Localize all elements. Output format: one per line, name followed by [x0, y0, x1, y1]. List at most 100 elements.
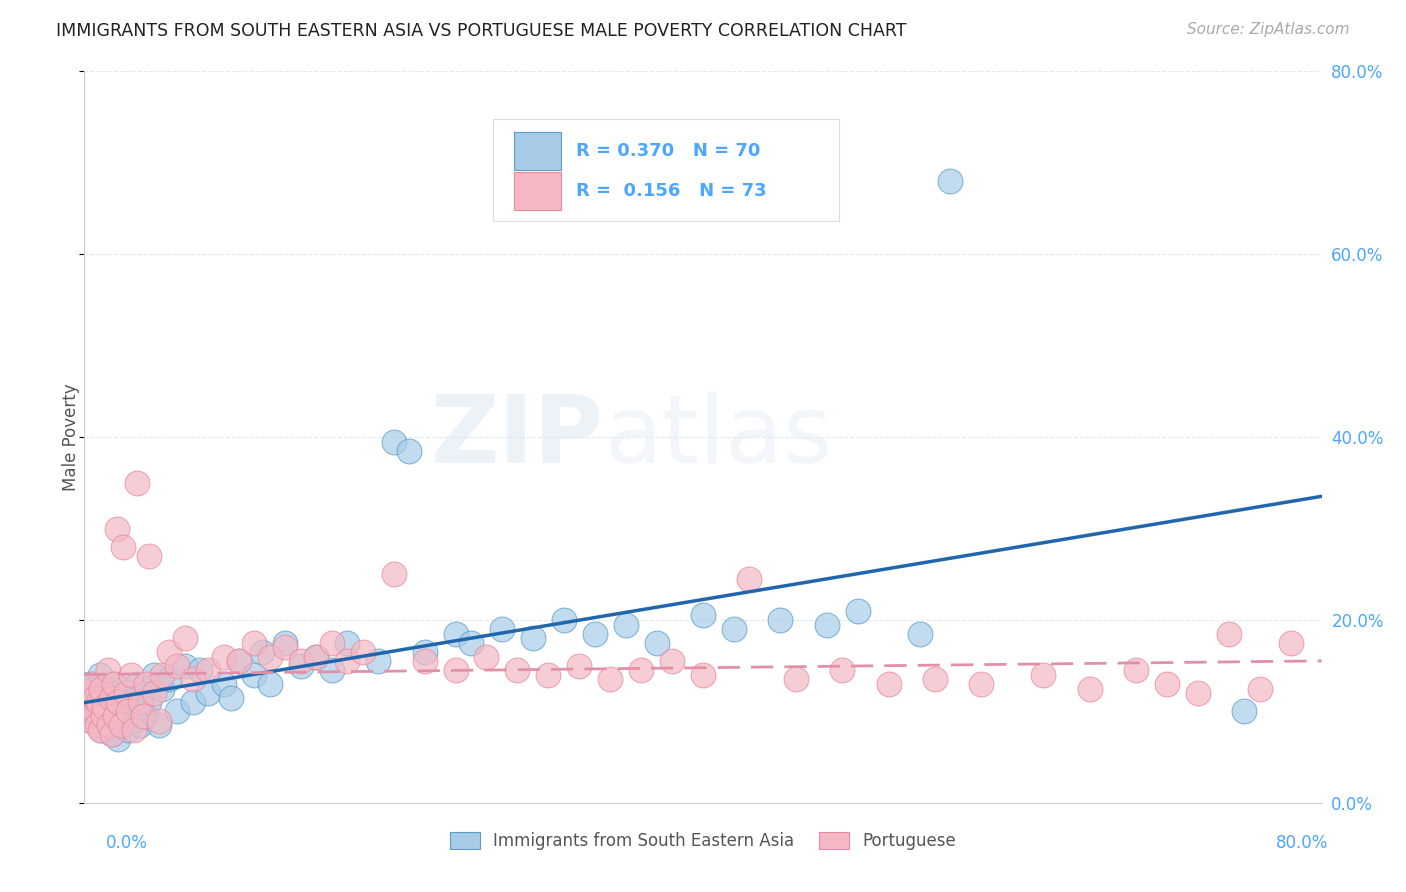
Point [259, 677, 281, 691]
Point [135, 709, 157, 723]
Point [83, 705, 105, 719]
Point [553, 613, 575, 627]
Point [398, 443, 420, 458]
Point [107, 731, 129, 746]
Point [96, 663, 118, 677]
Point [103, 677, 125, 691]
Text: 0.0%: 0.0% [105, 834, 148, 852]
Point [336, 636, 359, 650]
Point [243, 636, 266, 650]
Point [413, 645, 436, 659]
Point [367, 654, 389, 668]
Point [86, 714, 108, 728]
Point [150, 667, 173, 681]
Point [815, 617, 838, 632]
Point [93, 686, 115, 700]
Point [444, 626, 467, 640]
Point [112, 681, 135, 696]
Point [89, 723, 111, 737]
Point [87, 695, 110, 709]
Point [723, 622, 745, 636]
Point [1279, 636, 1302, 650]
Point [132, 686, 155, 700]
Point [159, 673, 180, 687]
Point [522, 632, 544, 646]
Point [197, 663, 219, 677]
Point [174, 658, 197, 673]
Point [148, 718, 170, 732]
Bar [513, 172, 561, 211]
Point [100, 690, 122, 705]
Point [77, 686, 100, 700]
Point [1218, 626, 1240, 640]
Point [336, 654, 359, 668]
Point [599, 673, 621, 687]
Point [924, 673, 946, 687]
Point [228, 654, 250, 668]
Text: atlas: atlas [605, 391, 832, 483]
Point [568, 658, 591, 673]
Point [831, 663, 853, 677]
Point [305, 649, 328, 664]
Point [91, 709, 114, 723]
Point [79, 714, 101, 728]
Point [138, 549, 160, 563]
Point [159, 645, 180, 659]
Point [630, 663, 652, 677]
Point [846, 604, 869, 618]
Point [104, 714, 127, 728]
Point [290, 654, 312, 668]
FancyBboxPatch shape [492, 119, 839, 221]
Point [110, 718, 132, 732]
Point [382, 434, 405, 449]
Point [321, 663, 343, 677]
Point [84, 690, 107, 705]
Text: Source: ZipAtlas.com: Source: ZipAtlas.com [1187, 22, 1350, 37]
Point [1032, 667, 1054, 681]
Point [197, 686, 219, 700]
Point [460, 636, 482, 650]
Point [305, 649, 328, 664]
Point [89, 667, 111, 681]
Text: IMMIGRANTS FROM SOUTH EASTERN ASIA VS PORTUGUESE MALE POVERTY CORRELATION CHART: IMMIGRANTS FROM SOUTH EASTERN ASIA VS PO… [56, 22, 907, 40]
Point [413, 654, 436, 668]
Point [174, 632, 197, 646]
Point [769, 613, 792, 627]
Point [181, 695, 204, 709]
Point [506, 663, 529, 677]
Point [166, 658, 188, 673]
Point [105, 521, 128, 535]
Text: R = 0.370   N = 70: R = 0.370 N = 70 [575, 142, 759, 160]
Point [785, 673, 807, 687]
Point [91, 709, 114, 723]
Point [1125, 663, 1147, 677]
Point [645, 636, 668, 650]
Point [321, 636, 343, 650]
Text: R =  0.156   N = 73: R = 0.156 N = 73 [575, 182, 766, 201]
Point [614, 617, 637, 632]
Point [1249, 681, 1271, 696]
Point [188, 663, 211, 677]
Point [259, 649, 281, 664]
Point [692, 608, 714, 623]
Point [125, 677, 148, 691]
Point [135, 677, 157, 691]
Point [115, 686, 138, 700]
Point [444, 663, 467, 677]
Point [491, 622, 513, 636]
Point [129, 718, 152, 732]
Point [475, 649, 498, 664]
Point [1187, 686, 1209, 700]
Point [117, 705, 139, 719]
Point [82, 681, 104, 696]
Point [738, 572, 761, 586]
Point [79, 690, 101, 705]
Point [129, 695, 152, 709]
Point [117, 723, 139, 737]
Point [86, 718, 108, 732]
Point [877, 677, 900, 691]
Point [274, 636, 297, 650]
Point [93, 699, 115, 714]
Point [181, 673, 204, 687]
Point [908, 626, 931, 640]
